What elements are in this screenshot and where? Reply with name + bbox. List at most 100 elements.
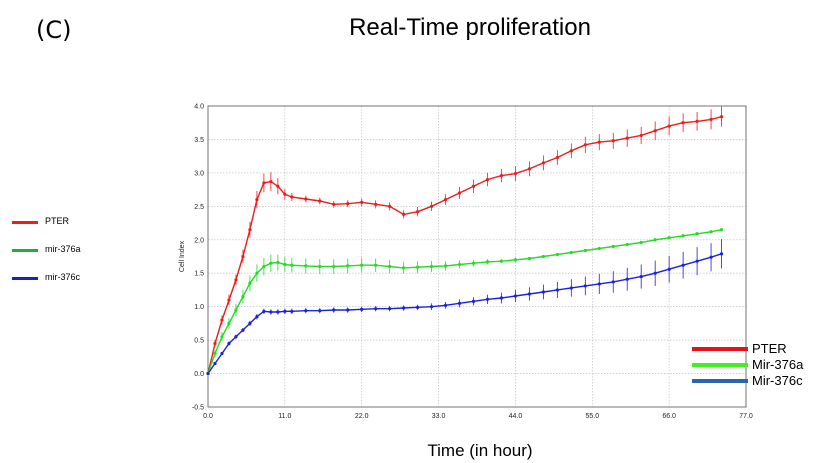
left-legend-swatch-mir-376a bbox=[12, 249, 38, 252]
left-legend-label-pter: PTER bbox=[45, 216, 70, 226]
data-point-mir-376a bbox=[402, 266, 406, 270]
data-point-pter bbox=[220, 318, 224, 322]
data-point-pter bbox=[639, 133, 643, 138]
data-point-pter bbox=[513, 171, 518, 176]
right-legend-swatch-mir-376c bbox=[692, 379, 748, 383]
data-point-mir-376c bbox=[719, 252, 724, 256]
data-point-pter bbox=[527, 167, 532, 171]
data-point-mir-376c bbox=[457, 301, 462, 305]
data-point-mir-376c bbox=[318, 309, 322, 313]
left-legend-label-mir-376c: mir-376c bbox=[45, 272, 81, 282]
data-point-pter bbox=[555, 155, 559, 160]
data-point-mir-376a bbox=[611, 244, 615, 249]
x-tick-label: 0.0 bbox=[203, 413, 213, 420]
data-point-mir-376c bbox=[332, 308, 336, 312]
x-tick-label: 66.0 bbox=[662, 413, 676, 420]
x-tick-label: 44.0 bbox=[509, 413, 523, 420]
data-point-pter bbox=[318, 199, 322, 203]
data-point-pter bbox=[499, 173, 504, 178]
data-point-mir-376c bbox=[695, 259, 699, 263]
data-point-pter bbox=[388, 204, 392, 208]
data-point-mir-376c bbox=[360, 307, 364, 311]
data-point-pter bbox=[304, 197, 308, 201]
data-point-pter bbox=[569, 149, 573, 153]
data-point-mir-376c bbox=[234, 335, 238, 339]
data-point-mir-376c bbox=[667, 267, 671, 271]
data-point-mir-376c bbox=[709, 255, 713, 259]
chart-title: Real-Time proliferation bbox=[349, 14, 591, 41]
y-axis-title: Cell Index bbox=[179, 240, 186, 272]
data-point-pter bbox=[248, 228, 252, 232]
data-point-pter bbox=[485, 177, 490, 182]
data-point-pter bbox=[213, 341, 217, 346]
data-point-mir-376a bbox=[541, 254, 545, 259]
data-point-mir-376a bbox=[304, 264, 308, 268]
data-point-pter bbox=[360, 200, 364, 204]
data-point-mir-376c bbox=[346, 308, 350, 312]
left-legend-label-mir-376a: mir-376a bbox=[45, 244, 81, 254]
panel-label: (C) bbox=[36, 16, 72, 44]
y-tick-label: 0.5 bbox=[194, 338, 204, 345]
data-point-pter bbox=[719, 115, 724, 119]
data-point-pter bbox=[653, 129, 657, 133]
data-point-mir-376c bbox=[485, 297, 490, 301]
data-point-mir-376c bbox=[611, 280, 615, 284]
y-tick-label: 1.5 bbox=[194, 271, 204, 278]
data-point-pter bbox=[709, 117, 713, 121]
data-point-mir-376a bbox=[527, 256, 532, 261]
data-point-mir-376a bbox=[290, 263, 294, 267]
data-point-mir-376c bbox=[653, 271, 657, 275]
data-point-mir-376a bbox=[597, 246, 601, 251]
data-point-mir-376a bbox=[283, 262, 287, 267]
data-point-mir-376a bbox=[555, 252, 559, 257]
data-point-mir-376a bbox=[583, 248, 587, 253]
data-point-mir-376c bbox=[541, 290, 545, 294]
left-legend-swatch-mir-376c bbox=[12, 277, 38, 280]
data-point-mir-376a bbox=[681, 234, 685, 238]
data-point-mir-376c bbox=[625, 277, 629, 281]
data-point-mir-376a bbox=[276, 260, 280, 265]
data-point-pter bbox=[241, 254, 245, 259]
series-line-pter bbox=[207, 116, 722, 374]
data-point-pter bbox=[290, 195, 294, 199]
data-point-mir-376a bbox=[248, 281, 252, 285]
y-tick-label: -0.5 bbox=[192, 405, 204, 412]
data-point-mir-376a bbox=[719, 228, 724, 232]
right-legend-label-mir-376a: Mir-376a bbox=[752, 357, 804, 372]
data-point-pter bbox=[597, 140, 601, 144]
data-point-mir-376a bbox=[653, 238, 657, 242]
x-tick-label: 33.0 bbox=[432, 413, 446, 420]
data-point-mir-376a bbox=[332, 264, 336, 269]
data-point-mir-376a bbox=[639, 240, 643, 245]
data-point-mir-376a bbox=[513, 258, 518, 262]
data-point-mir-376a bbox=[388, 264, 392, 269]
data-point-pter bbox=[667, 124, 671, 128]
data-point-mir-376c bbox=[248, 321, 252, 325]
data-point-mir-376a bbox=[220, 335, 224, 339]
data-point-mir-376c bbox=[513, 294, 518, 298]
data-point-mir-376c bbox=[374, 307, 378, 311]
data-point-mir-376a bbox=[262, 264, 266, 269]
data-point-mir-376a bbox=[709, 230, 713, 234]
data-point-mir-376a bbox=[346, 264, 350, 268]
right-legend-swatch-pter bbox=[692, 347, 748, 351]
left-legend-swatch-pter bbox=[12, 221, 38, 224]
data-point-pter bbox=[625, 136, 629, 140]
data-point-mir-376c bbox=[402, 306, 406, 310]
data-point-pter bbox=[262, 181, 266, 185]
data-point-mir-376c bbox=[241, 328, 245, 332]
data-point-pter bbox=[429, 204, 434, 208]
data-point-mir-376a bbox=[457, 262, 462, 267]
data-point-mir-376c bbox=[255, 315, 259, 319]
data-point-mir-376a bbox=[234, 308, 238, 312]
x-axis-title: Time (in hour) bbox=[427, 441, 533, 460]
data-point-mir-376a bbox=[625, 242, 629, 247]
data-point-pter bbox=[611, 139, 615, 143]
data-point-mir-376a bbox=[569, 250, 573, 255]
data-point-mir-376a bbox=[499, 259, 504, 263]
data-point-mir-376a bbox=[269, 261, 273, 265]
data-point-pter bbox=[457, 191, 462, 195]
y-tick-label: 2.0 bbox=[194, 237, 204, 244]
right-legend-label-pter: PTER bbox=[752, 341, 787, 356]
